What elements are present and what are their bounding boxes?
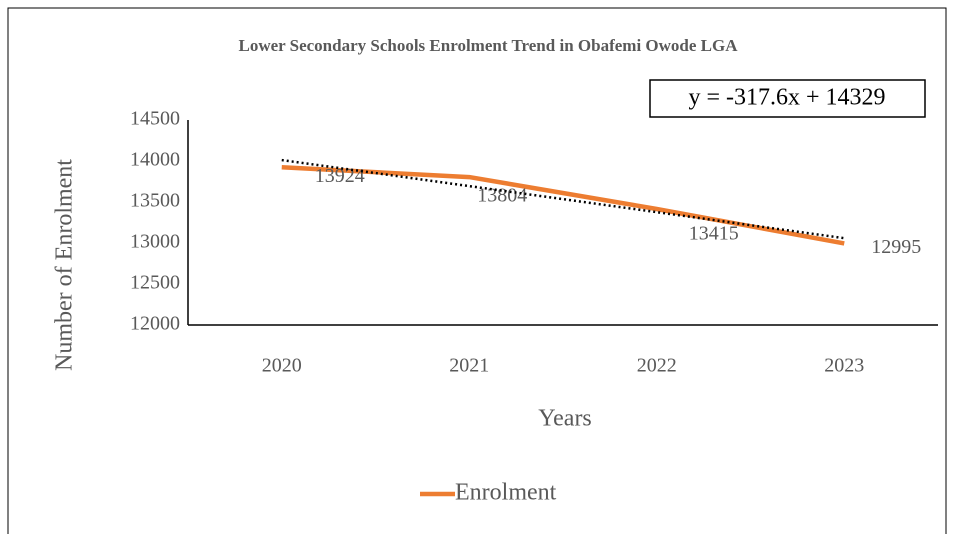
x-tick-label: 2023 xyxy=(824,355,864,377)
y-tick-label: 14500 xyxy=(130,108,180,130)
x-tick-label: 2020 xyxy=(262,355,302,377)
legend-label: Enrolment xyxy=(455,480,557,506)
y-axis-label: Number of Enrolment xyxy=(52,159,78,371)
data-label: 13804 xyxy=(477,185,527,207)
x-tick-label: 2021 xyxy=(449,355,489,377)
line-series xyxy=(281,164,845,246)
data-label: 13924 xyxy=(315,165,365,187)
data-label: 13415 xyxy=(689,223,739,245)
y-tick-label: 13000 xyxy=(130,231,180,253)
y-tick-label: 14000 xyxy=(130,149,180,171)
chart-title: Lower Secondary Schools Enrolment Trend … xyxy=(238,36,738,55)
equation-box xyxy=(649,79,926,118)
y-tick-label: 12500 xyxy=(130,272,180,294)
y-tick-label: 12000 xyxy=(130,313,180,335)
x-axis-label: Years xyxy=(538,406,592,432)
trendline-equation: y = -317.6x + 14329 xyxy=(688,85,885,111)
data-label: 12995 xyxy=(871,236,921,258)
x-tick-label: 2022 xyxy=(637,355,677,377)
y-tick-label: 13500 xyxy=(130,190,180,212)
